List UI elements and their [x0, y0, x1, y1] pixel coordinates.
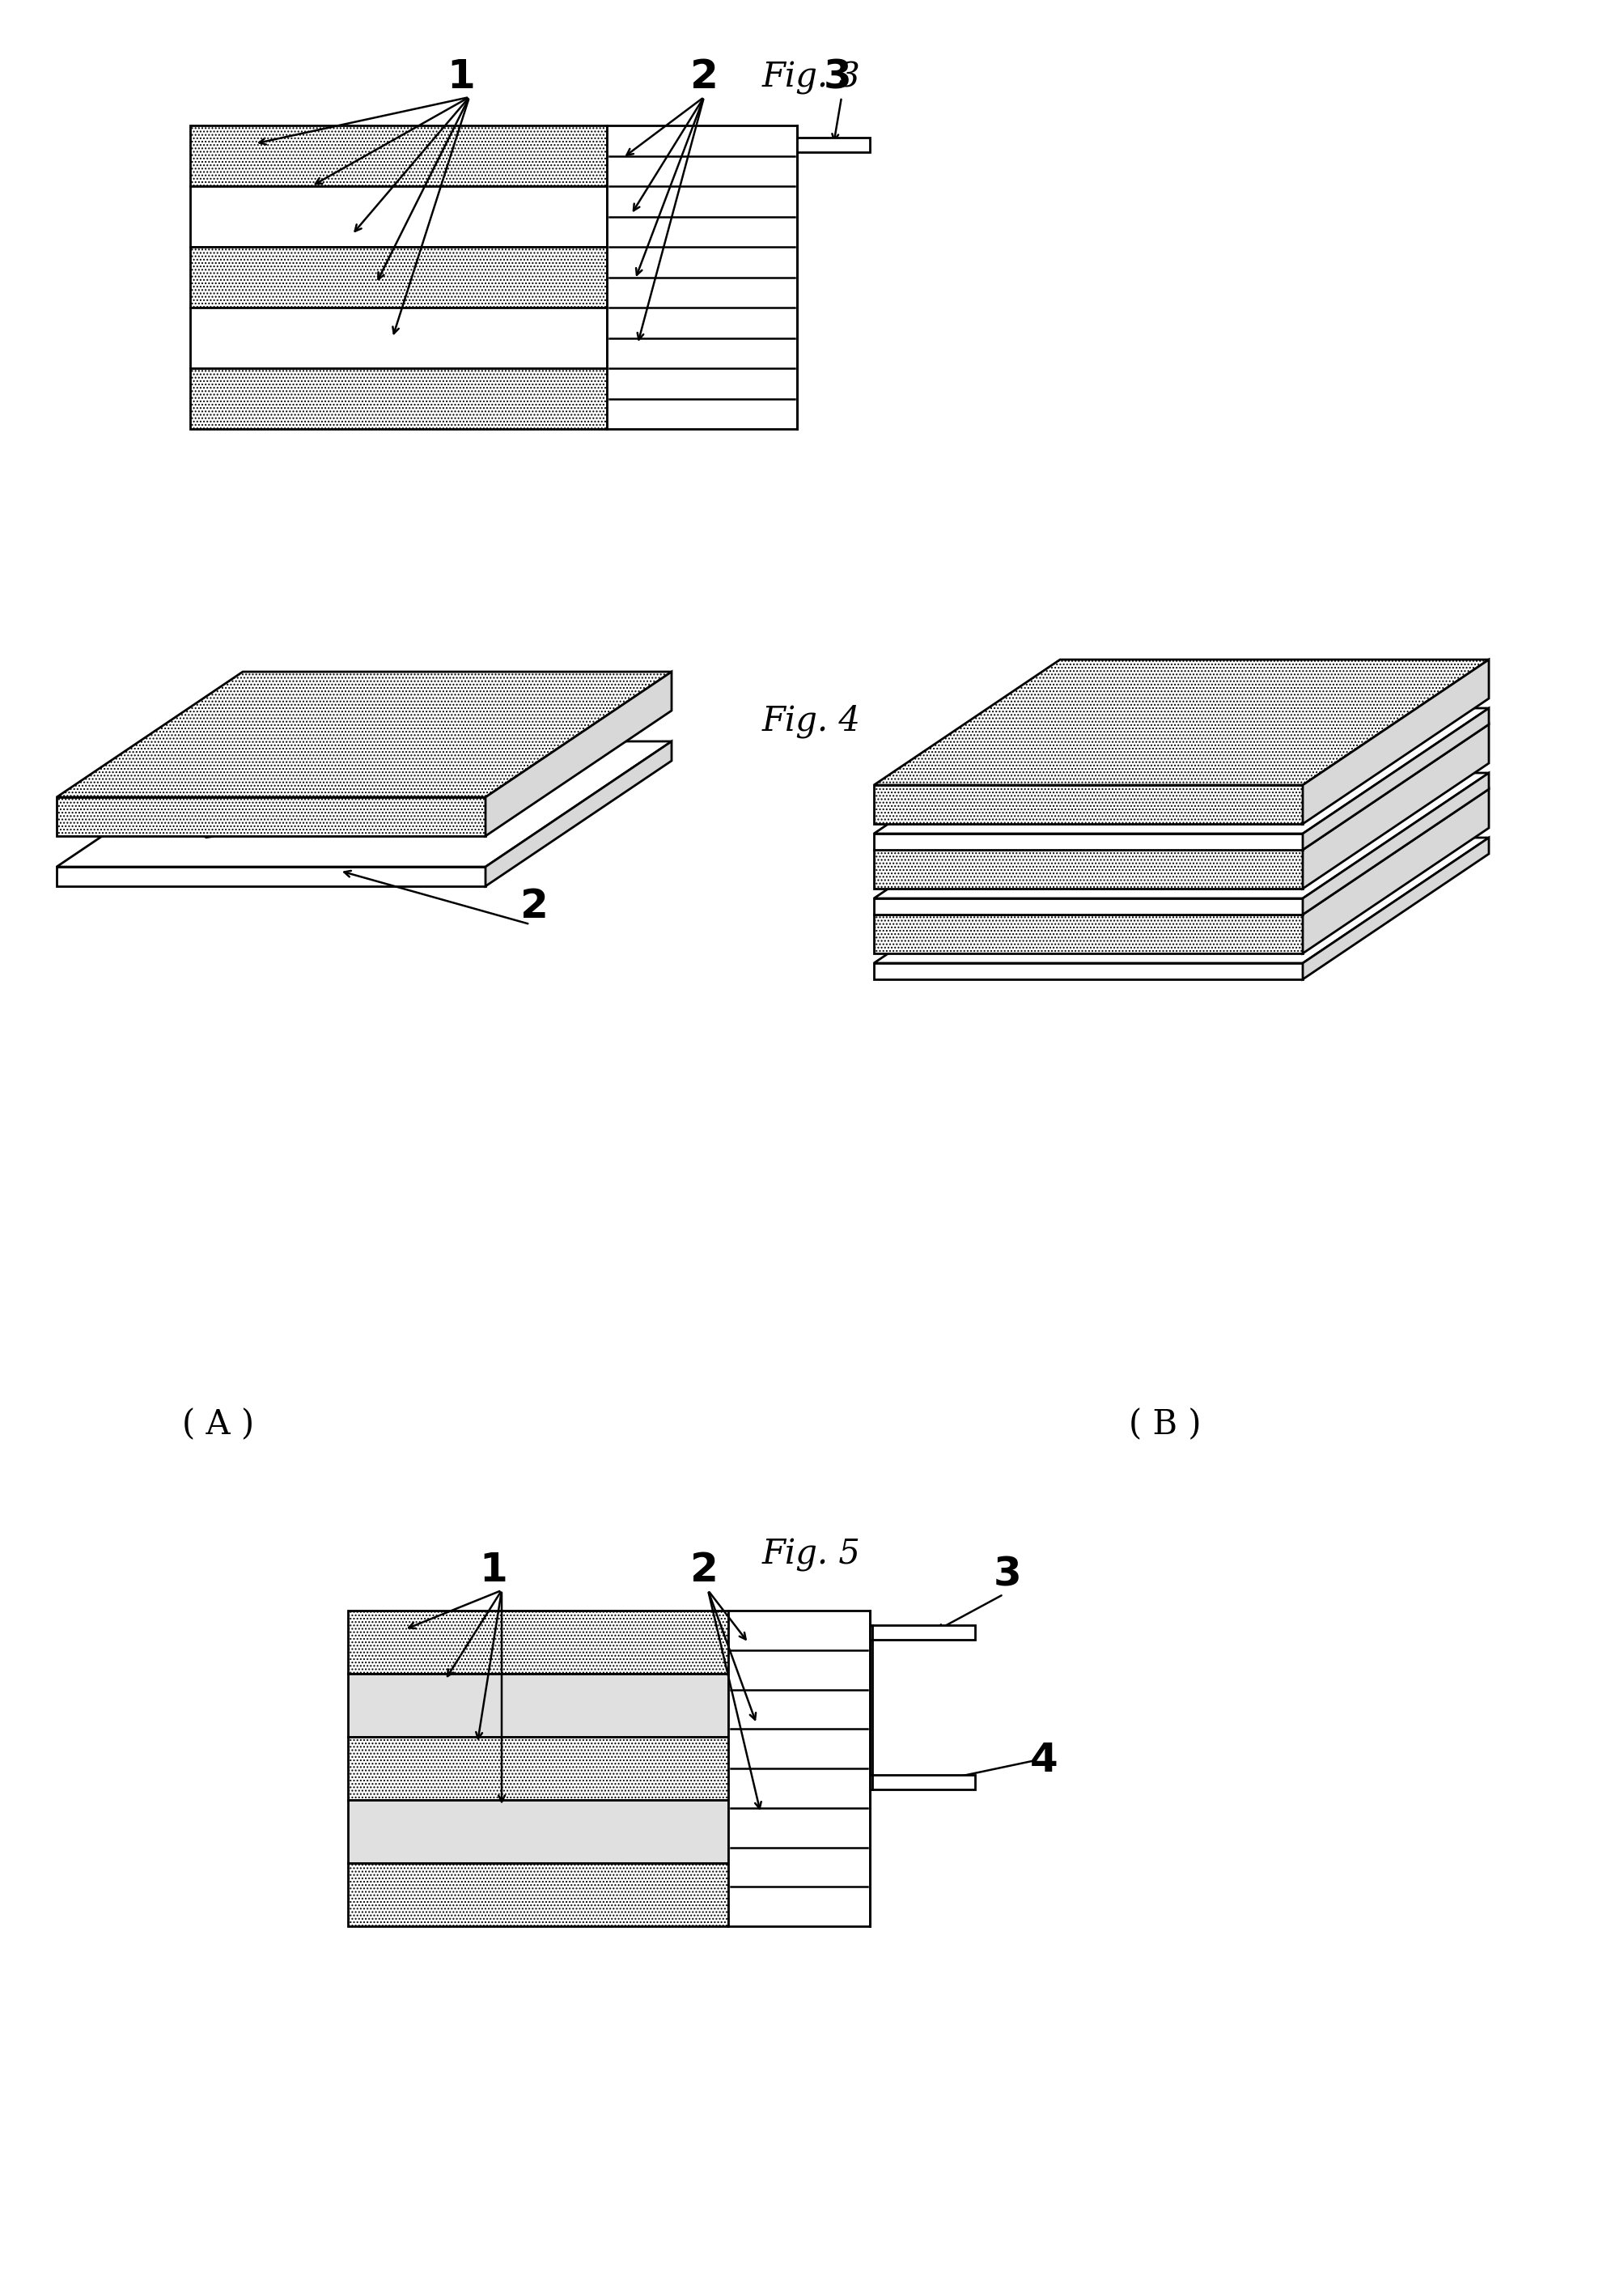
Polygon shape	[874, 724, 1489, 849]
Polygon shape	[1302, 788, 1489, 954]
Bar	[190, 368, 607, 429]
Polygon shape	[874, 899, 1302, 915]
Bar	[870, 1774, 974, 1790]
Text: 4: 4	[1030, 1742, 1057, 1780]
Text: Fig. 4: Fig. 4	[762, 704, 861, 738]
Polygon shape	[874, 833, 1302, 849]
Text: 3: 3	[994, 1556, 1021, 1594]
Polygon shape	[874, 788, 1489, 915]
Polygon shape	[874, 963, 1302, 979]
Text: ( B ): ( B )	[1129, 1408, 1202, 1442]
Bar	[870, 1626, 974, 1640]
Text: 2: 2	[690, 1551, 718, 1590]
Bar	[190, 125, 607, 186]
Polygon shape	[57, 672, 672, 797]
Bar	[190, 248, 607, 307]
Polygon shape	[1302, 772, 1489, 915]
Polygon shape	[486, 740, 672, 886]
Polygon shape	[874, 709, 1489, 833]
Polygon shape	[57, 740, 672, 868]
Polygon shape	[486, 672, 672, 836]
Text: 2: 2	[520, 888, 549, 927]
Text: 1: 1	[270, 740, 297, 781]
Bar	[348, 1862, 728, 1926]
Bar	[190, 186, 607, 248]
Bar	[348, 1801, 728, 1862]
Text: 2: 2	[690, 57, 718, 95]
Text: ( A ): ( A )	[182, 1408, 255, 1442]
Text: 1: 1	[447, 57, 476, 95]
Bar	[348, 1610, 728, 1674]
Text: Fig. 5: Fig. 5	[762, 1537, 861, 1572]
Polygon shape	[1302, 659, 1489, 824]
Bar	[728, 1610, 870, 1926]
Text: 3: 3	[823, 57, 851, 95]
Polygon shape	[1302, 724, 1489, 888]
Text: Fig. 3: Fig. 3	[762, 61, 861, 95]
Bar	[348, 1737, 728, 1801]
Bar	[797, 139, 870, 152]
Polygon shape	[874, 772, 1489, 899]
Polygon shape	[874, 786, 1302, 824]
Polygon shape	[874, 659, 1489, 786]
Polygon shape	[1302, 838, 1489, 979]
Polygon shape	[57, 868, 486, 886]
Polygon shape	[874, 915, 1302, 954]
Polygon shape	[1302, 709, 1489, 849]
Polygon shape	[57, 797, 486, 836]
Bar	[348, 1674, 728, 1737]
Bar	[607, 125, 797, 429]
Text: 1: 1	[479, 1551, 508, 1590]
Bar	[190, 307, 607, 368]
Polygon shape	[874, 838, 1489, 963]
Polygon shape	[874, 849, 1302, 888]
